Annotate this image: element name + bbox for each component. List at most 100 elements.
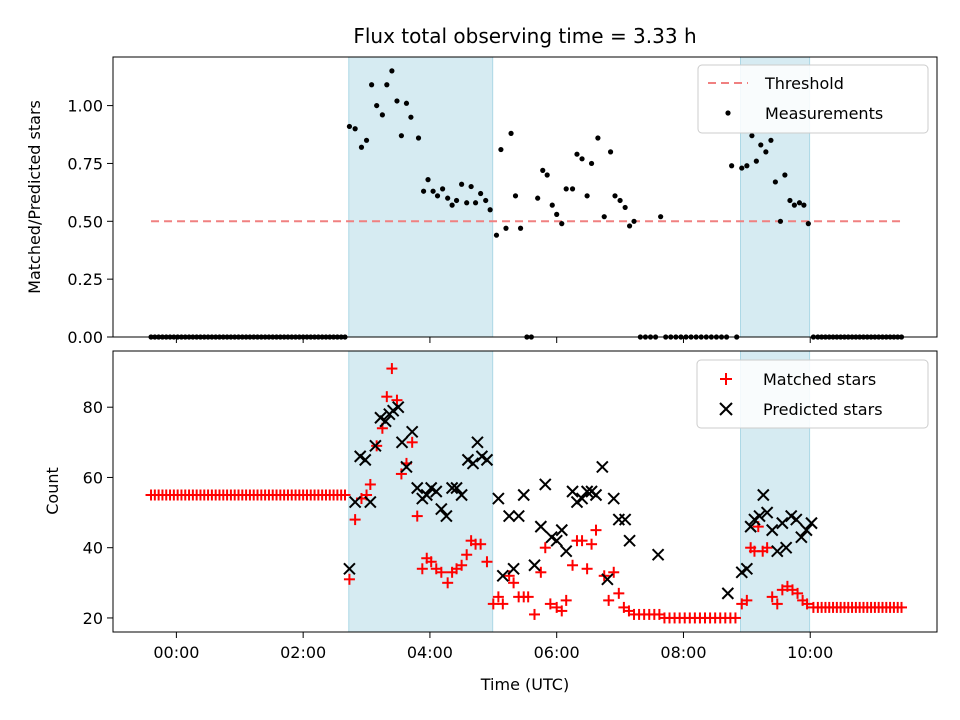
predicted-star-marker (411, 481, 424, 495)
bottom-y-tick-label: 80 (83, 398, 103, 417)
predicted-star-marker (348, 495, 362, 509)
predicted-star-marker (575, 492, 589, 505)
predicted-star-marker (343, 562, 356, 575)
matched-star-marker (535, 566, 547, 578)
measurement-point (358, 144, 365, 150)
predicted-star-marker (480, 453, 494, 467)
predicted-star-marker (379, 415, 392, 428)
top-y-tick-label: 0.25 (67, 270, 103, 289)
matched-star-marker (556, 605, 568, 617)
predicted-star-marker (744, 520, 757, 533)
predicted-star-marker (580, 485, 594, 498)
top-y-tick-label: 0.75 (67, 154, 103, 173)
matched-star-marker (364, 478, 376, 490)
matched-star-marker (487, 598, 499, 610)
matched-star-marker (560, 594, 572, 606)
predicted-star-marker (601, 573, 614, 586)
matched-star-marker (771, 598, 783, 610)
measurement-point (464, 200, 470, 206)
measurement-point (503, 225, 509, 231)
predicted-star-marker (566, 485, 579, 498)
x-tick-label: 00:00 (153, 643, 199, 662)
matched-star-marker (576, 535, 588, 547)
predicted-star-marker (471, 436, 484, 449)
top-y-tick-label: 1.00 (67, 97, 103, 116)
matched-star-marker (581, 563, 593, 575)
measurement-point (420, 188, 427, 194)
measurement-point (544, 172, 550, 178)
measurement-point (772, 179, 778, 185)
matched-star-marker (425, 556, 437, 568)
measurement-point (453, 197, 460, 204)
matched-star-marker (395, 468, 407, 480)
predicted-star-marker (507, 562, 520, 575)
predicted-star-marker (492, 492, 505, 505)
matched-star-marker (590, 524, 602, 536)
measurement-point (749, 133, 755, 139)
predicted-star-marker (502, 509, 516, 523)
measurement-point (389, 68, 395, 74)
measurement-point (403, 100, 410, 106)
predicted-star-marker (450, 481, 463, 495)
matched-star-marker (766, 591, 778, 603)
predicted-star-marker (776, 516, 789, 530)
legend-threshold-label: Threshold (764, 74, 844, 93)
predicted-star-marker (445, 481, 459, 495)
predicted-star-marker (618, 513, 632, 526)
measurement-point (739, 165, 745, 171)
legend-predicted-label: Predicted stars (763, 400, 883, 419)
measurement-point (440, 186, 446, 192)
predicted-star-marker (440, 509, 453, 523)
top-y-tick-label: 0.00 (67, 328, 103, 347)
matched-star-marker (481, 556, 493, 568)
predicted-star-marker (721, 587, 735, 600)
matched-star-marker (761, 542, 773, 554)
bottom-y-tick-label: 40 (83, 539, 103, 558)
matched-star-marker (343, 573, 355, 585)
measurement-point (622, 204, 628, 211)
measurement-point (415, 135, 422, 141)
top-y-tick-label: 0.50 (67, 212, 103, 231)
bottom-y-ticks: 20 40 60 80 (83, 398, 113, 628)
predicted-star-marker (757, 488, 770, 502)
measurement-point (626, 223, 633, 229)
measurement-point (569, 186, 576, 192)
matched-star-marker (497, 598, 509, 610)
measurement-point (352, 126, 358, 132)
measurement-point (563, 186, 569, 192)
measurement-point (379, 112, 385, 118)
legend-measurements-label: Measurements (765, 104, 883, 123)
predicted-star-marker (517, 488, 530, 502)
measurement-point (787, 197, 793, 204)
matched-star-marker (492, 591, 504, 603)
top-legend: Threshold Measurements (697, 64, 929, 134)
measurement-point (777, 218, 784, 224)
measurement-point (468, 183, 474, 190)
matched-star-marker (613, 587, 625, 599)
measurement-point (449, 202, 455, 208)
measurement-point (425, 177, 431, 183)
matched-star-marker (406, 436, 418, 448)
measurement-point (801, 202, 807, 208)
measurement-point (459, 181, 465, 187)
x-tick-label: 06:00 (534, 643, 580, 662)
measurement-point (445, 195, 451, 201)
x-axis-label: Time (UTC) (480, 675, 569, 694)
matched-star-marker (349, 514, 361, 526)
legend-measurements-swatch (725, 110, 731, 116)
predicted-star-marker (534, 520, 548, 533)
matched-star-marker (603, 594, 615, 606)
matched-star-marker (801, 598, 813, 610)
bottom-x-ticks: 00:00 02:00 04:00 06:00 08:00 10:00 (153, 632, 833, 662)
predicted-star-marker (753, 509, 766, 523)
legend-matched-label: Matched stars (763, 370, 876, 389)
predicted-star-marker (392, 400, 405, 414)
measurement-point (487, 207, 493, 213)
predicted-star-marker (369, 439, 382, 453)
measurement-point (408, 114, 414, 120)
predicted-star-marker (395, 436, 409, 449)
predicted-star-marker (512, 509, 525, 523)
predicted-star-marker (771, 545, 784, 558)
measurement-point (559, 221, 565, 227)
predicted-star-marker (550, 534, 563, 547)
